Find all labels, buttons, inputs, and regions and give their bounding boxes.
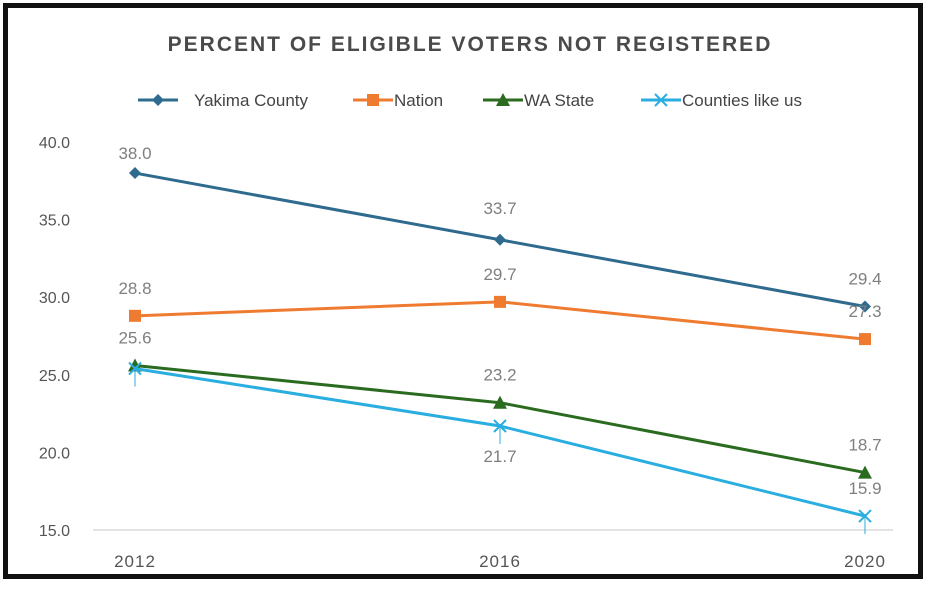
legend-label: Nation [394,91,443,110]
data-label: 33.7 [483,199,516,218]
data-label: 29.7 [483,265,516,284]
legend-item-nation: Nation [353,91,443,110]
chart-frame: PERCENT OF ELIGIBLE VOTERS NOT REGISTERE… [3,3,923,579]
y-tick-label: 15.0 [39,523,70,540]
x-tick-label: 2020 [844,552,886,571]
data-point-marker [494,234,506,246]
y-tick-label: 35.0 [39,213,70,230]
data-point-marker [129,310,141,322]
data-labels: 38.0 33.7 29.4 28.8 29.7 27.3 25.6 23.2 18.7 21.7… [118,144,881,498]
data-label: 28.8 [118,279,151,298]
legend-swatch-marker [152,94,164,106]
data-label: 29.4 [848,270,881,289]
legend-item-counties-like-us: Counties like us [641,91,802,110]
data-point-marker [129,167,141,179]
series-nation [129,296,871,345]
y-tick-label: 30.0 [39,290,70,307]
y-tick-label: 40.0 [39,135,70,152]
data-label: 21.7 [483,447,516,466]
data-label: 18.7 [848,436,881,455]
series-layer [128,167,872,534]
data-label: 27.3 [848,302,881,321]
data-label: 25.6 [118,328,151,347]
series-yakima-county [129,167,871,312]
data-point-marker [494,420,506,444]
legend-swatch-marker [367,94,379,106]
legend-label: WA State [524,91,594,110]
legend-item-wa-state: WA State [483,91,594,110]
y-tick-label: 25.0 [39,368,70,385]
line-chart: PERCENT OF ELIGIBLE VOTERS NOT REGISTERE… [8,8,918,574]
legend-label: Yakima County [194,91,309,110]
data-label: 15.9 [848,479,881,498]
chart-title: PERCENT OF ELIGIBLE VOTERS NOT REGISTERE… [168,33,773,56]
data-point-marker [859,333,871,345]
legend-label: Counties like us [682,91,802,110]
legend: Yakima County Nation WA State Counties like… [138,91,802,110]
data-label: 38.0 [118,144,151,163]
data-point-marker [494,296,506,308]
legend-item-yakima-county: Yakima County [138,91,309,110]
axes: 40.0 35.0 30.0 25.0 20.0 15.0 2012 2016 2020 [39,135,893,571]
x-tick-label: 2012 [114,552,156,571]
y-tick-label: 20.0 [39,445,70,462]
x-tick-label: 2016 [479,552,521,571]
data-label: 23.2 [483,366,516,385]
